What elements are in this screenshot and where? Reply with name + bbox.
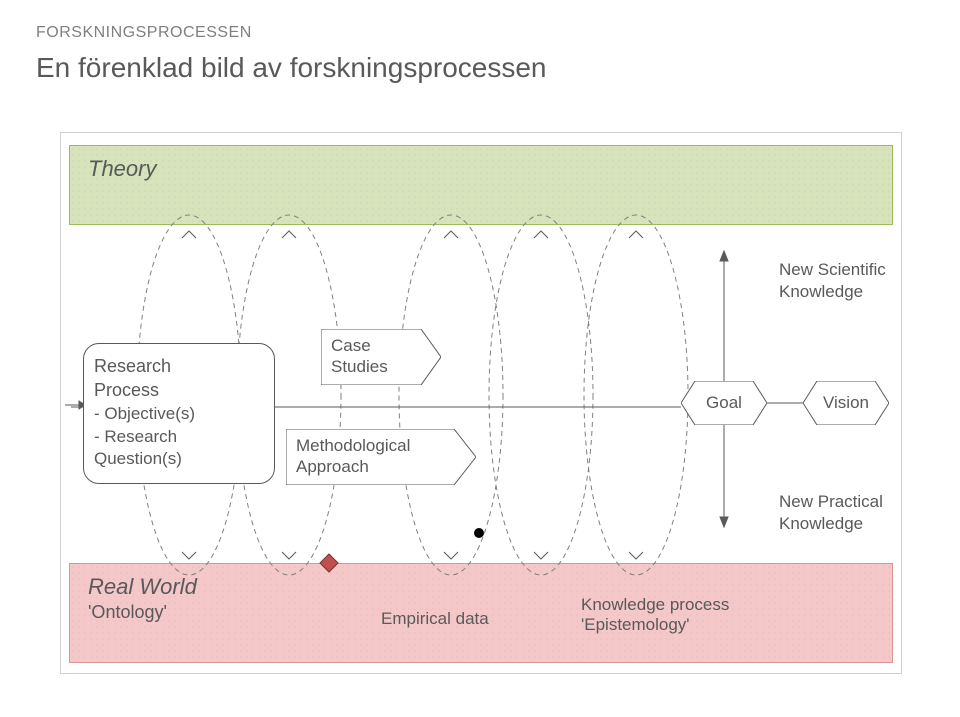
ep-line2: 'Epistemology' bbox=[581, 615, 690, 634]
nsk-line1: New Scientific bbox=[779, 260, 886, 279]
slide-title: En förenklad bild av forskningsprocessen bbox=[36, 52, 547, 84]
research-process-header: Research Process bbox=[94, 354, 264, 403]
goal-label: Goal bbox=[681, 381, 767, 425]
new-practical-knowledge-label: New Practical Knowledge bbox=[779, 491, 883, 535]
methodological-approach-label: Methodological Approach bbox=[296, 435, 410, 478]
npk-line1: New Practical bbox=[779, 492, 883, 511]
rp-line2: Process bbox=[94, 380, 159, 400]
research-process-item: - Research bbox=[94, 426, 264, 449]
case-studies-label: Case Studies bbox=[331, 335, 388, 378]
npk-line2: Knowledge bbox=[779, 514, 863, 533]
research-process-item: Question(s) bbox=[94, 448, 264, 471]
epistemology-label: Knowledge process 'Epistemology' bbox=[581, 595, 729, 635]
vision-hexagon: Vision bbox=[803, 381, 889, 425]
rp-line1: Research bbox=[94, 356, 171, 376]
ep-line1: Knowledge process bbox=[581, 595, 729, 614]
real-world-title: Real World bbox=[88, 574, 197, 599]
vision-label: Vision bbox=[803, 381, 889, 425]
theory-band: Theory bbox=[69, 145, 893, 225]
research-process-box: Research Process - Objective(s) - Resear… bbox=[83, 343, 275, 484]
theory-label: Theory bbox=[88, 156, 156, 182]
empirical-data-label: Empirical data bbox=[381, 609, 489, 629]
new-scientific-knowledge-label: New Scientific Knowledge bbox=[779, 259, 886, 303]
case-studies-signpost: Case Studies bbox=[321, 329, 441, 385]
slide-eyebrow: FORSKNINGSPROCESSEN bbox=[36, 24, 252, 42]
methodological-approach-signpost: Methodological Approach bbox=[286, 429, 476, 485]
ontology-label: 'Ontology' bbox=[88, 602, 197, 623]
nsk-line2: Knowledge bbox=[779, 282, 863, 301]
slide-stage: FORSKNINGSPROCESSEN En förenklad bild av… bbox=[0, 0, 960, 717]
research-process-item: - Objective(s) bbox=[94, 403, 264, 426]
real-world-label: Real World 'Ontology' bbox=[88, 574, 197, 623]
goal-hexagon: Goal bbox=[681, 381, 767, 425]
diagram-frame: Theory Real World 'Ontology' bbox=[60, 132, 902, 674]
